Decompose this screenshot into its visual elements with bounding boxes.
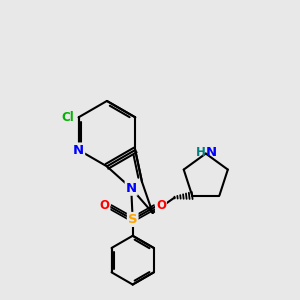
Text: Cl: Cl — [61, 111, 74, 124]
Text: N: N — [126, 182, 137, 195]
Text: H: H — [196, 146, 206, 159]
Text: O: O — [156, 199, 166, 212]
Text: N: N — [206, 146, 217, 159]
Text: S: S — [128, 213, 137, 226]
Text: O: O — [99, 199, 110, 212]
Text: N: N — [73, 143, 84, 157]
